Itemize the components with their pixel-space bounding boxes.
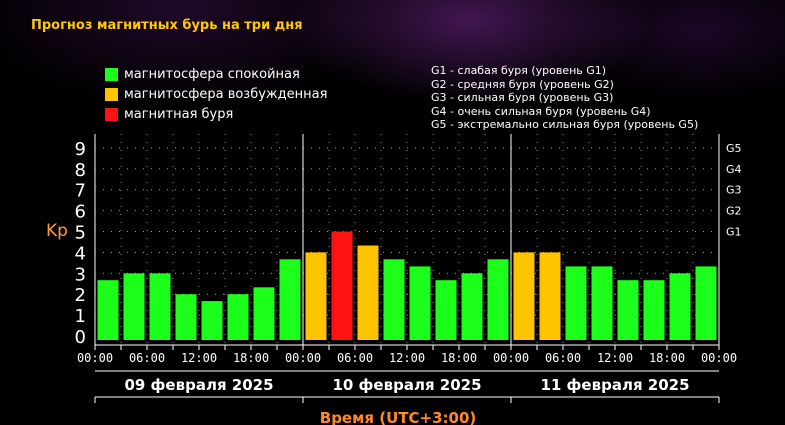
y-tick-label: 5 <box>75 223 86 244</box>
x-tick-label: 18:00 <box>441 351 477 365</box>
x-tick-label: 06:00 <box>129 351 165 365</box>
page-title: Прогноз магнитных бурь на три дня <box>31 18 303 33</box>
kp-bar <box>149 273 171 340</box>
legend-label-quiet: магнитосфера спокойная <box>124 66 300 82</box>
kp-legend: магнитосфера спокойная магнитосфера возб… <box>105 64 327 124</box>
legend-swatch-active <box>105 87 118 101</box>
x-tick-label: 00:00 <box>77 351 113 365</box>
kp-bar <box>565 266 587 340</box>
y-tick-label: 9 <box>75 139 86 160</box>
y-tick-label: 8 <box>75 160 86 181</box>
kp-bar <box>253 287 275 340</box>
kp-bar <box>461 273 483 340</box>
kp-bar <box>669 273 691 340</box>
g-level-legend: G1 - слабая буря (уровень G1) G2 - средн… <box>431 64 698 132</box>
kp-bar <box>487 259 509 340</box>
kp-bar <box>97 280 119 340</box>
day-label: 11 февраля 2025 <box>540 376 689 394</box>
kp-bar <box>279 259 301 340</box>
g-legend-line-g2: G2 - средняя буря (уровень G2) <box>431 77 614 91</box>
x-axis-label: Время (UTC+3:00) <box>320 409 476 425</box>
x-tick-label: 12:00 <box>389 351 425 365</box>
kp-bar <box>123 273 145 340</box>
legend-label-active: магнитосфера возбужденная <box>124 86 328 102</box>
legend-label-storm: магнитная буря <box>124 106 234 122</box>
x-tick-label: 06:00 <box>545 351 581 365</box>
kp-bar <box>409 266 431 340</box>
kp-bar <box>591 266 613 340</box>
y-tick-label: 6 <box>75 202 86 223</box>
kp-bar <box>331 231 353 340</box>
x-tick-label: 00:00 <box>285 351 321 365</box>
x-tick-label: 18:00 <box>233 351 269 365</box>
g-level-label: G3 <box>726 184 742 197</box>
legend-swatch-storm <box>105 107 118 121</box>
legend-swatch-quiet <box>105 67 118 81</box>
kp-bar <box>201 301 223 340</box>
kp-bar <box>643 280 665 340</box>
y-tick-label: 0 <box>75 327 86 348</box>
x-tick-label: 18:00 <box>649 351 685 365</box>
x-tick-label: 12:00 <box>597 351 633 365</box>
y-tick-label: 1 <box>75 306 86 327</box>
legend-item-quiet: магнитосфера спокойная <box>105 64 327 84</box>
g-level-label: G1 <box>726 226 742 239</box>
kp-bar <box>513 252 535 340</box>
kp-bar <box>617 280 639 340</box>
kp-bar <box>435 280 457 340</box>
kp-bar <box>383 259 405 340</box>
g-legend-line-g1: G1 - слабая буря (уровень G1) <box>431 64 607 77</box>
kp-bar <box>305 252 327 340</box>
legend-item-storm: магнитная буря <box>105 104 327 124</box>
g-level-label: G4 <box>726 163 742 176</box>
y-axis-label: Kp <box>46 221 68 241</box>
g-legend-line-g5: G5 - экстремально сильная буря (уровень … <box>431 118 699 131</box>
y-tick-label: 7 <box>75 181 86 202</box>
x-tick-label: 06:00 <box>337 351 373 365</box>
kp-bar <box>175 294 197 340</box>
g-legend-line-g3: G3 - сильная буря (уровень G3) <box>431 91 614 104</box>
g-level-label: G5 <box>726 142 742 155</box>
day-label: 09 февраля 2025 <box>124 376 273 394</box>
legend-item-active: магнитосфера возбужденная <box>105 84 327 104</box>
y-tick-label: 3 <box>75 264 86 285</box>
kp-bar <box>227 294 249 340</box>
x-tick-label: 12:00 <box>181 351 217 365</box>
g-legend-line-g4: G4 - очень сильная буря (уровень G4) <box>431 104 651 118</box>
y-tick-label: 2 <box>75 285 86 306</box>
kp-bar <box>695 266 717 340</box>
day-label: 10 февраля 2025 <box>332 376 481 394</box>
y-tick-label: 4 <box>75 243 86 264</box>
g-level-label: G2 <box>726 205 742 218</box>
kp-bar <box>357 245 379 340</box>
x-tick-label: 00:00 <box>701 351 737 365</box>
x-tick-label: 00:00 <box>493 351 529 365</box>
kp-bar <box>539 252 561 340</box>
